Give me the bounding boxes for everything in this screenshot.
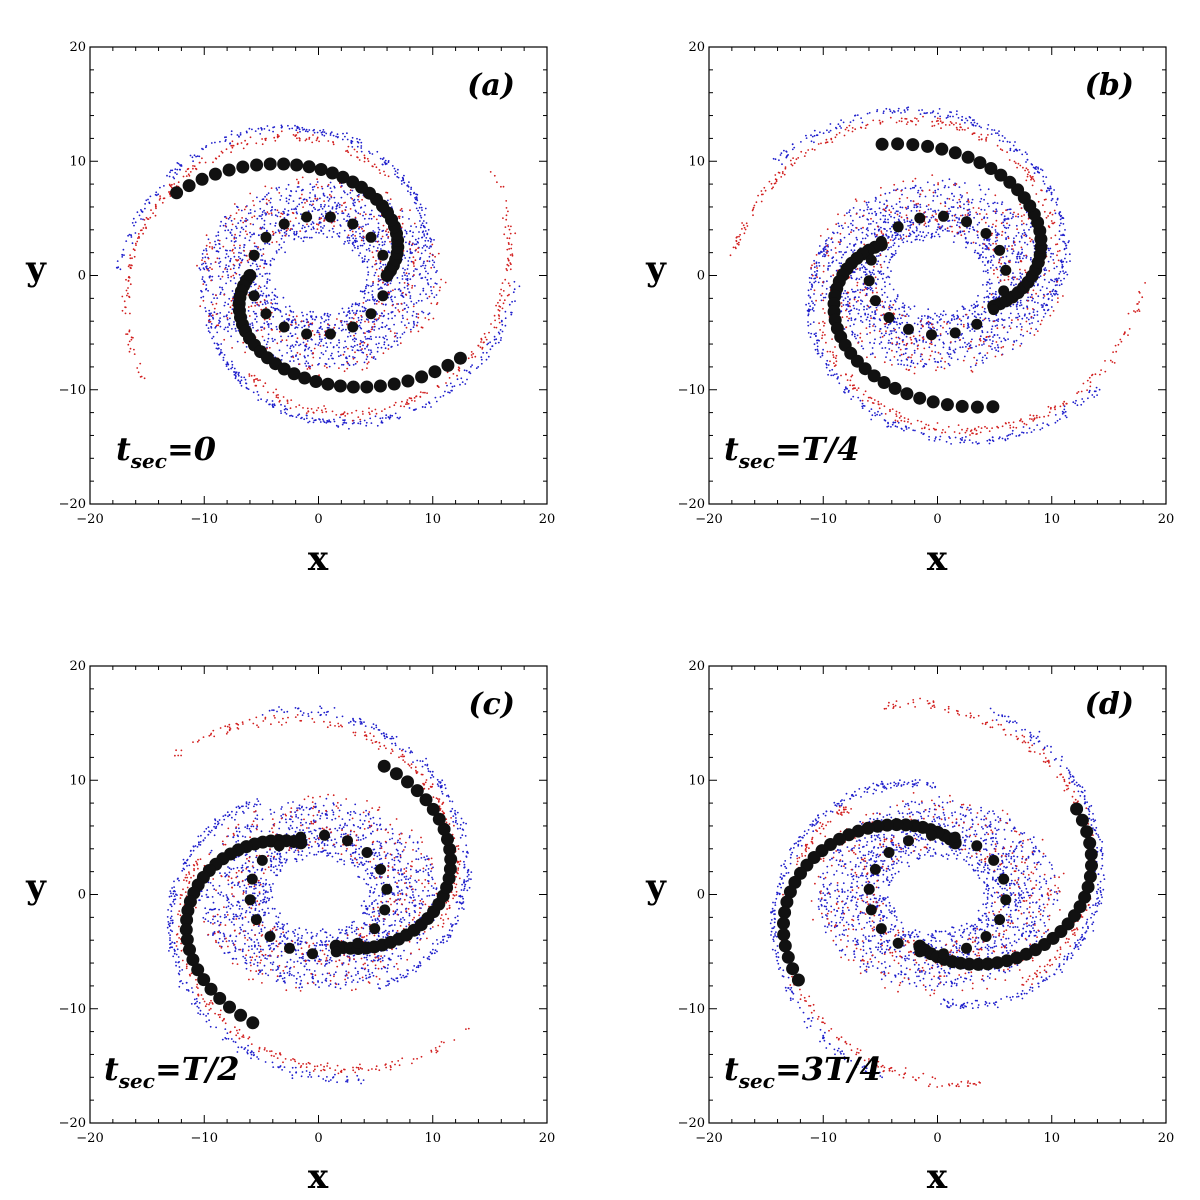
- x-tick-label: −10: [810, 1131, 837, 1146]
- panel-c: −20 −10 0 10 20 −20 −10 0 10 20 x y (c) tsec=T/2: [25, 659, 555, 1197]
- panel-b: −20 −10 0 10 20 −20 −10 0 10 20 x y (b) tsec=T/4: [645, 40, 1174, 579]
- y-tick-label: 20: [688, 659, 705, 674]
- y-tick-label: 0: [697, 888, 705, 903]
- x-tick-label: 0: [933, 1131, 941, 1146]
- y-tick-label: −20: [678, 497, 705, 512]
- x-tick-label: 20: [539, 1131, 556, 1146]
- x-tick-label: 10: [424, 512, 441, 527]
- panel-label: (a): [467, 68, 515, 103]
- x-tick-label: −20: [695, 1131, 722, 1146]
- x-tick-label: 10: [1043, 512, 1060, 527]
- y-tick-label: 10: [69, 773, 86, 788]
- x-axis-label: x: [308, 539, 329, 579]
- y-tick-label: −10: [59, 1002, 86, 1017]
- time-label: tsec=3T/4: [724, 1050, 882, 1093]
- y-tick-label: 10: [688, 773, 705, 788]
- x-tick-label: 10: [1043, 1131, 1060, 1146]
- x-tick-label: −20: [76, 1131, 103, 1146]
- x-tick-label: 20: [1158, 1131, 1175, 1146]
- x-tick-label: −10: [810, 512, 837, 527]
- x-tick-label: −10: [191, 512, 218, 527]
- y-tick-label: 0: [697, 269, 705, 284]
- series-red-points: [121, 130, 517, 422]
- y-tick-label: 20: [69, 40, 86, 55]
- y-tick-label: −10: [678, 1002, 705, 1017]
- series-black-circles: [179, 759, 458, 1030]
- x-tick-label: −10: [191, 1131, 218, 1146]
- x-tick-label: −20: [76, 512, 103, 527]
- y-tick-label: 20: [688, 40, 705, 55]
- panel-label: (c): [468, 687, 515, 722]
- y-axis-label: y: [25, 867, 47, 907]
- y-tick-label: −20: [59, 1116, 86, 1131]
- x-tick-label: 20: [539, 512, 556, 527]
- y-tick-label: 20: [69, 659, 86, 674]
- y-tick-label: −10: [59, 383, 86, 398]
- time-label: tsec=0: [116, 430, 216, 473]
- y-tick-label: −20: [59, 497, 86, 512]
- x-tick-label: 0: [314, 1131, 322, 1146]
- series-blue-points: [772, 106, 1101, 445]
- x-tick-label: 0: [314, 512, 322, 527]
- x-axis-label: x: [308, 1157, 329, 1197]
- time-label: tsec=T/2: [104, 1050, 240, 1093]
- series-black-circles: [827, 137, 1048, 414]
- series-red-points: [729, 115, 1146, 436]
- y-tick-label: 0: [78, 888, 86, 903]
- series-black-circles: [170, 157, 467, 394]
- x-tick-label: −20: [695, 512, 722, 527]
- x-tick-label: 20: [1158, 512, 1175, 527]
- time-label: tsec=T/4: [724, 430, 860, 473]
- y-axis-label: y: [645, 867, 667, 907]
- series-red-points: [174, 714, 470, 1075]
- plot-frame: [89, 46, 548, 505]
- x-tick-label: 10: [424, 1131, 441, 1146]
- x-tick-label: 0: [933, 512, 941, 527]
- y-axis-label: y: [25, 249, 47, 289]
- y-tick-label: −10: [678, 383, 705, 398]
- x-axis-label: x: [927, 539, 948, 579]
- series-red-points: [779, 697, 1096, 1088]
- panel-label: (d): [1085, 687, 1134, 722]
- panel-label: (b): [1085, 68, 1134, 103]
- series-black-circles: [777, 802, 1098, 987]
- y-tick-label: 10: [69, 154, 86, 169]
- y-axis-label: y: [645, 249, 667, 289]
- x-axis-label: x: [927, 1157, 948, 1197]
- y-tick-label: −20: [678, 1116, 705, 1131]
- y-tick-label: 0: [78, 269, 86, 284]
- panel-a: −20 −10 0 10 20 −20 −10 0 10 20 x y (a) tsec=0: [25, 40, 555, 579]
- panel-d: −20 −10 0 10 20 −20 −10 0 10 20 x y (d) tsec=3T/4: [645, 659, 1174, 1197]
- y-tick-label: 10: [688, 154, 705, 169]
- series-blue-points: [166, 705, 473, 1085]
